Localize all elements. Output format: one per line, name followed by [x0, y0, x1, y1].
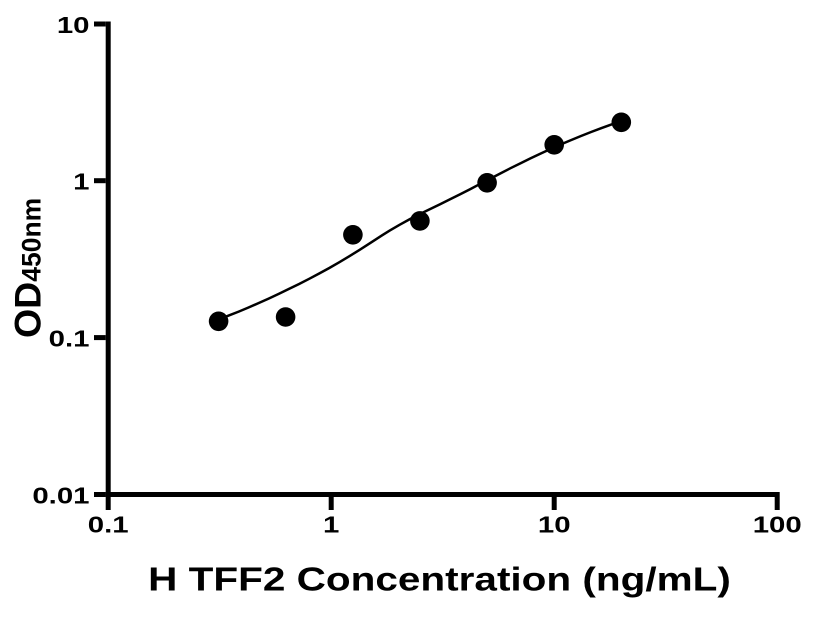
svg-text:0.01: 0.01 [32, 482, 89, 509]
svg-text:1: 1 [73, 168, 90, 195]
svg-text:H TFF2 Concentration (ng/mL): H TFF2 Concentration (ng/mL) [148, 561, 731, 598]
svg-text:0.1: 0.1 [49, 325, 90, 352]
svg-text:0.1: 0.1 [88, 511, 129, 538]
svg-text:10: 10 [57, 12, 90, 39]
svg-text:10: 10 [538, 511, 571, 538]
svg-text:100: 100 [753, 511, 802, 538]
svg-text:1: 1 [323, 511, 340, 538]
